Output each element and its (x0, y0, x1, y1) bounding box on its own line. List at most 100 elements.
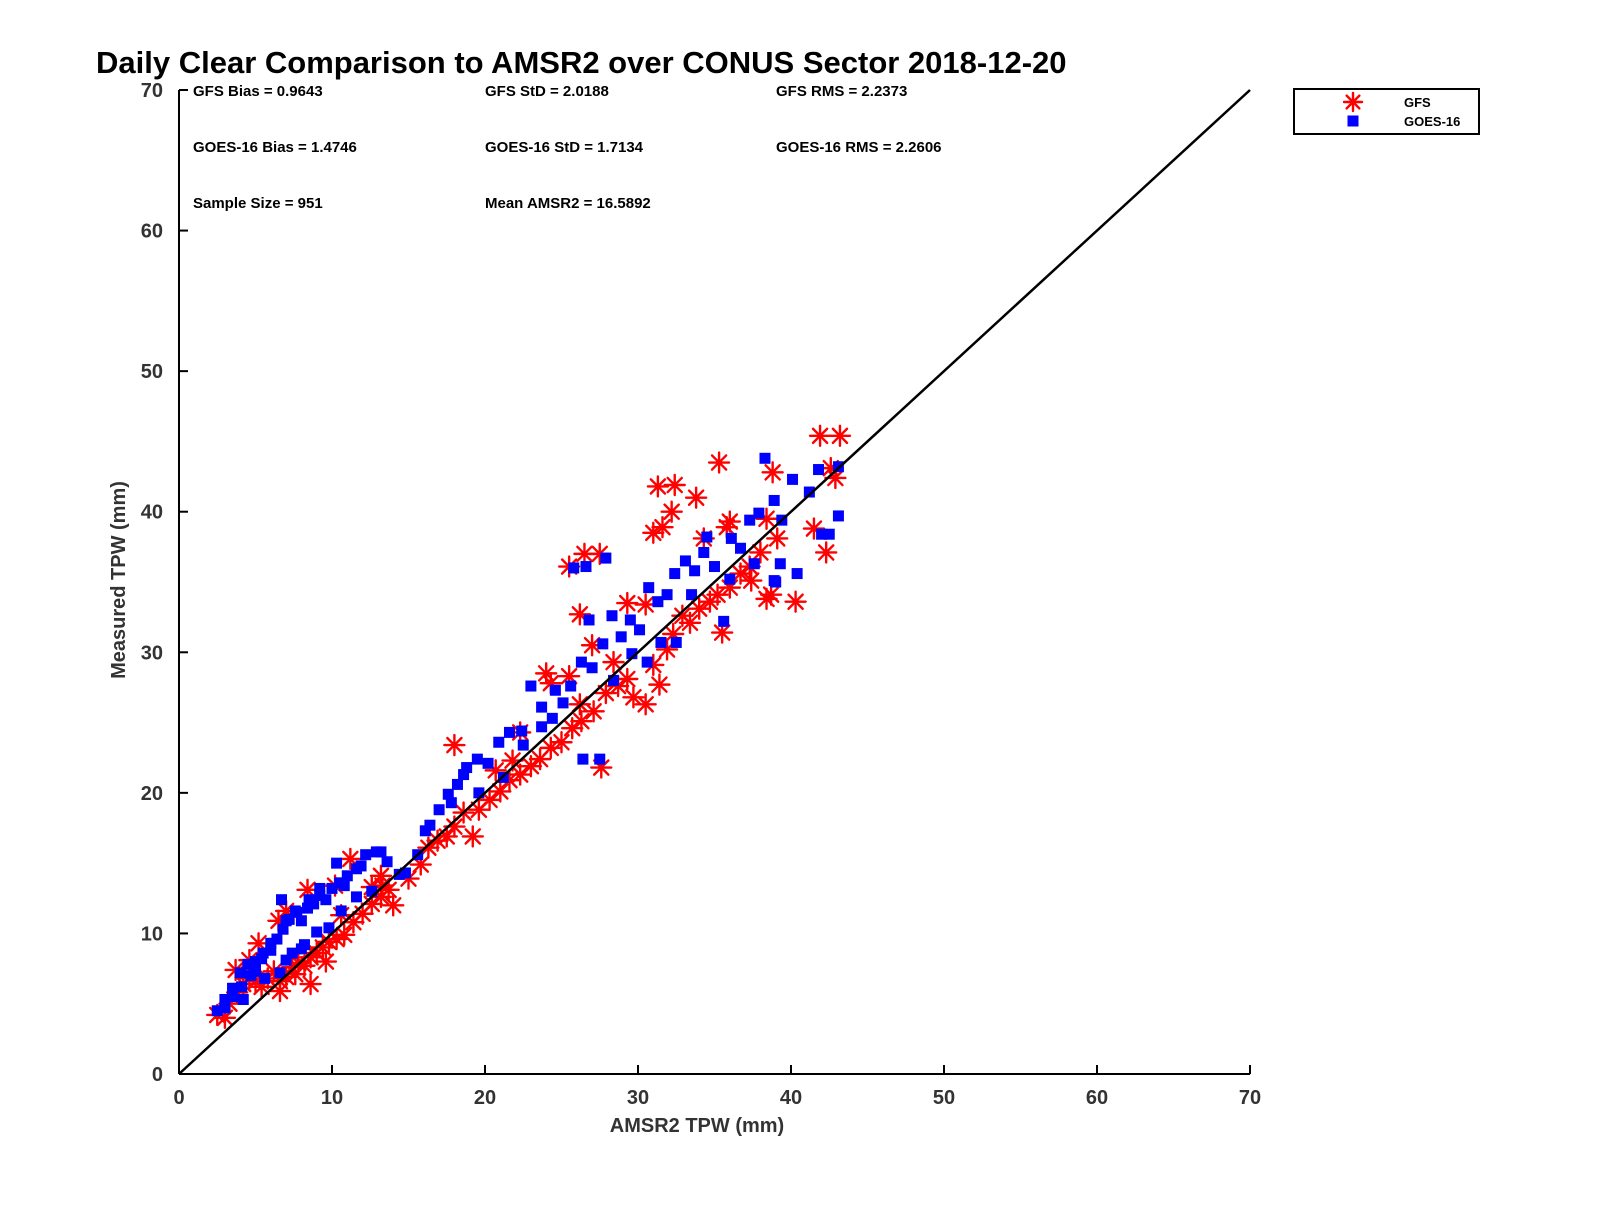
goes-16-point (323, 922, 335, 934)
gfs-point (580, 634, 604, 657)
goes-16-point (753, 507, 765, 519)
x-tick-label: 40 (780, 1087, 802, 1109)
gfs-point (616, 591, 639, 615)
gfs-point (602, 650, 625, 674)
goes-16-point (451, 778, 463, 790)
goes-16-point (689, 565, 701, 577)
gfs-point (740, 569, 763, 592)
goes-16-point (679, 555, 691, 567)
gfs-point (684, 486, 708, 509)
gfs-point (594, 681, 618, 705)
goes-16-point (311, 926, 323, 938)
y-axis-ticks: 0 10 20 30 40 50 60 70 (141, 80, 188, 1086)
goes-16-point (634, 624, 646, 636)
goes-16-point (652, 596, 664, 608)
legend-goes-16-marker (1347, 115, 1359, 127)
goes-16-point (461, 762, 473, 774)
goes-16-point (686, 589, 698, 601)
legend: GFS GOES-16 (1293, 88, 1480, 135)
goes-16-point (303, 894, 315, 906)
goes-16-point (445, 797, 457, 809)
goes-16-point (419, 825, 431, 837)
gfs-point (616, 667, 639, 691)
goes-16-point (536, 721, 548, 733)
gfs-point (535, 662, 558, 685)
stat-annotation: GOES-16 RMS = 2.2606 (776, 139, 942, 156)
goes-16-point (594, 753, 606, 765)
gfs-point (570, 709, 593, 733)
y-tick-label: 70 (141, 80, 163, 102)
goes-16-point (320, 894, 332, 906)
y-tick-label: 50 (141, 361, 163, 383)
gfs-point (646, 475, 670, 498)
goes-16-point (770, 576, 782, 588)
goes-16-point (557, 697, 569, 709)
stat-annotation: GFS Bias = 0.9643 (193, 83, 323, 100)
legend-item-gfs: GFS (1342, 91, 1431, 113)
gfs-point (749, 541, 772, 564)
goes-16-point (276, 894, 288, 906)
goes-16-point (615, 631, 627, 643)
gfs-point (808, 424, 832, 448)
goes-16-point (350, 891, 362, 903)
stat-annotation: Sample Size = 951 (193, 195, 323, 212)
x-tick-label: 70 (1239, 1087, 1261, 1109)
goes-16-point (219, 1002, 231, 1014)
gfs-point (707, 451, 731, 474)
axes: 0 10 20 30 40 50 60 70 0 10 20 30 40 50 60 70 (141, 80, 1261, 1109)
plot-area (178, 89, 1251, 1075)
goes-16-point (600, 552, 612, 564)
goes-16-point (546, 712, 558, 724)
goes-16-point (338, 880, 350, 892)
goes-16-point (265, 944, 277, 956)
gfs-point (443, 733, 466, 757)
gfs-point (759, 583, 783, 606)
gfs-point (333, 923, 356, 947)
goes-16-point (219, 993, 231, 1005)
gfs-point (814, 541, 838, 564)
goes-16-point (709, 561, 720, 573)
goes-16-point (816, 528, 828, 540)
chart-title: Daily Clear Comparison to AMSR2 over CON… (96, 45, 1067, 80)
goes-16-point (759, 452, 771, 464)
goes-16-point (575, 656, 587, 668)
gfs-point (766, 527, 789, 550)
gfs-point (299, 972, 322, 996)
goes-16-point (536, 701, 548, 713)
goes-16-point (516, 725, 528, 737)
y-tick-label: 30 (141, 642, 163, 664)
goes-16-point (355, 860, 367, 872)
goes-16-point (341, 870, 353, 882)
goes-16-point (250, 956, 261, 968)
gfs-point (573, 542, 596, 566)
goes-16-point (549, 684, 561, 696)
goes-16-point (424, 819, 436, 831)
goes-16-point (744, 514, 756, 526)
gfs-point (382, 894, 405, 917)
stat-annotation: GFS RMS = 2.2373 (776, 83, 907, 100)
goes-16-point (242, 958, 254, 970)
x-axis-label: AMSR2 TPW (mm) (610, 1115, 784, 1137)
gfs-point (568, 603, 592, 626)
stat-annotation: GOES-16 StD = 1.7134 (485, 139, 644, 156)
goes-16-point (227, 991, 239, 1003)
goes-16-point (718, 615, 730, 627)
goes-16-point (257, 947, 269, 959)
goes-16-point (661, 589, 673, 601)
x-tick-label: 20 (474, 1087, 496, 1109)
goes-16-point (823, 528, 835, 540)
gfs-point (678, 611, 702, 634)
goes-16-point (482, 757, 494, 769)
goes-16-point (433, 804, 445, 816)
goes-16-point (803, 486, 815, 498)
goes-16-point (768, 494, 780, 506)
x-axis-ticks: 0 10 20 30 40 50 60 70 (173, 1065, 1261, 1109)
legend-box (1293, 88, 1480, 135)
goes-16-point (748, 558, 760, 570)
goes-16-point (471, 753, 483, 765)
goes-16-point (250, 965, 261, 977)
goes-16-point (701, 531, 713, 543)
goes-16-point (237, 993, 249, 1005)
goes-16-point (381, 856, 393, 868)
